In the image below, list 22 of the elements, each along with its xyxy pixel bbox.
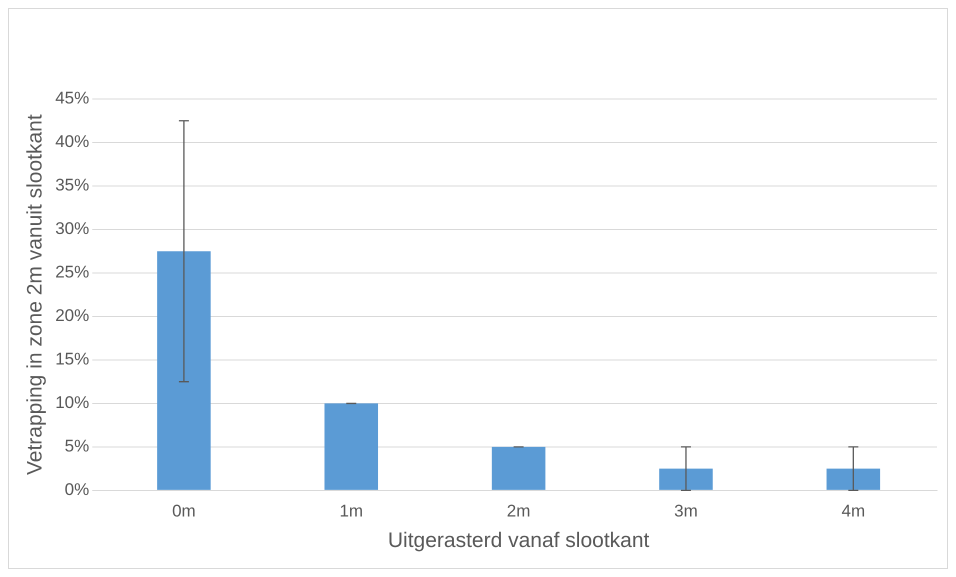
- y-tick-label: 30%: [55, 219, 90, 238]
- bar: [157, 251, 211, 490]
- x-axis-title: Uitgerasterd vanaf slootkant: [388, 529, 650, 552]
- y-tick-label: 10%: [55, 393, 90, 412]
- y-tick-label: 20%: [55, 306, 90, 326]
- bar: [826, 468, 880, 490]
- y-tick-label: 0%: [64, 480, 90, 500]
- y-tick-label: 15%: [55, 350, 90, 369]
- x-tick-label: 3m: [674, 501, 698, 520]
- bar: [492, 446, 546, 490]
- bar: [659, 468, 713, 490]
- y-tick-label: 35%: [55, 176, 90, 195]
- x-tick-label: 4m: [842, 501, 866, 520]
- y-tick-label: 45%: [55, 88, 90, 108]
- x-tick-label: 1m: [339, 501, 364, 520]
- y-tick-label: 40%: [55, 132, 90, 152]
- x-tick-label: 0m: [172, 501, 196, 520]
- x-tick-label: 2m: [506, 501, 530, 520]
- y-tick-label: 5%: [64, 436, 90, 456]
- bar: [324, 403, 378, 490]
- y-axis-title: Vetrapping in zone 2m vanuit slootkant: [23, 114, 46, 476]
- y-tick-label: 25%: [55, 262, 90, 282]
